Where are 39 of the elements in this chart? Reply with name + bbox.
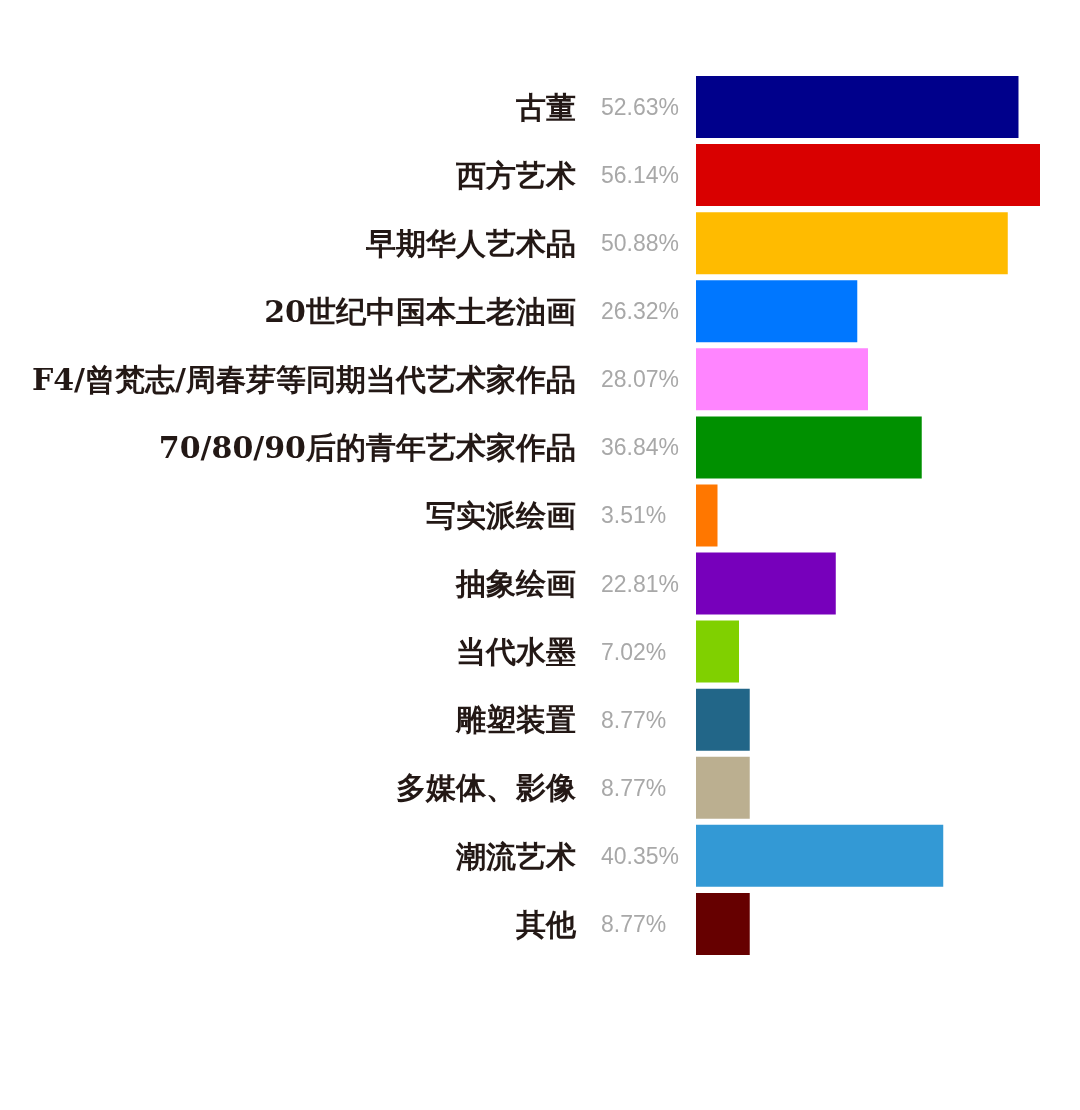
bar xyxy=(696,892,750,955)
data-label: 28.07% xyxy=(601,366,680,393)
y-tick-label: F4/曾梵志/周春芽等同期当代艺术家作品 xyxy=(31,362,576,397)
data-label: 50.88% xyxy=(601,230,680,257)
y-tick-label: 当代水墨 xyxy=(456,634,576,670)
data-label: 8.77% xyxy=(601,774,667,801)
y-tick-label: 雕塑装置 xyxy=(455,702,576,738)
bar xyxy=(696,144,1040,207)
y-tick-label: 潮流艺术 xyxy=(455,838,576,874)
bar xyxy=(696,620,740,683)
y-tick-label: 其他 xyxy=(515,906,577,942)
y-tick-label: 多媒体、影像 xyxy=(396,770,577,806)
y-tick-label: 西方艺术 xyxy=(455,157,576,193)
data-label: 8.77% xyxy=(601,706,667,733)
y-tick-label: 抽象绘画 xyxy=(455,566,576,602)
data-label: 8.77% xyxy=(601,910,667,937)
data-label: 36.84% xyxy=(601,434,680,461)
y-tick-label: 20世纪中国本土老油画 xyxy=(264,293,576,329)
bar xyxy=(696,484,718,547)
bar xyxy=(696,212,1008,275)
data-label: 22.81% xyxy=(601,570,680,597)
bar xyxy=(696,76,1019,138)
data-label: 40.35% xyxy=(601,842,680,869)
y-tick-label: 古董 xyxy=(515,89,576,125)
bar xyxy=(696,824,944,887)
bar xyxy=(696,552,836,615)
bar xyxy=(696,756,750,819)
data-label: 26.32% xyxy=(601,298,680,325)
bar xyxy=(696,416,922,479)
y-tick-label: 70/80/90后的青年艺术家作品 xyxy=(158,430,576,466)
y-tick-label: 写实派绘画 xyxy=(426,498,576,534)
data-label: 3.51% xyxy=(601,502,667,529)
y-tick-label: 早期华人艺术品 xyxy=(365,225,576,261)
bar xyxy=(696,280,858,343)
data-label: 56.14% xyxy=(601,162,680,189)
bar xyxy=(696,688,750,751)
bar xyxy=(696,348,868,411)
data-label: 7.02% xyxy=(601,638,667,665)
data-label: 52.63% xyxy=(601,94,680,120)
